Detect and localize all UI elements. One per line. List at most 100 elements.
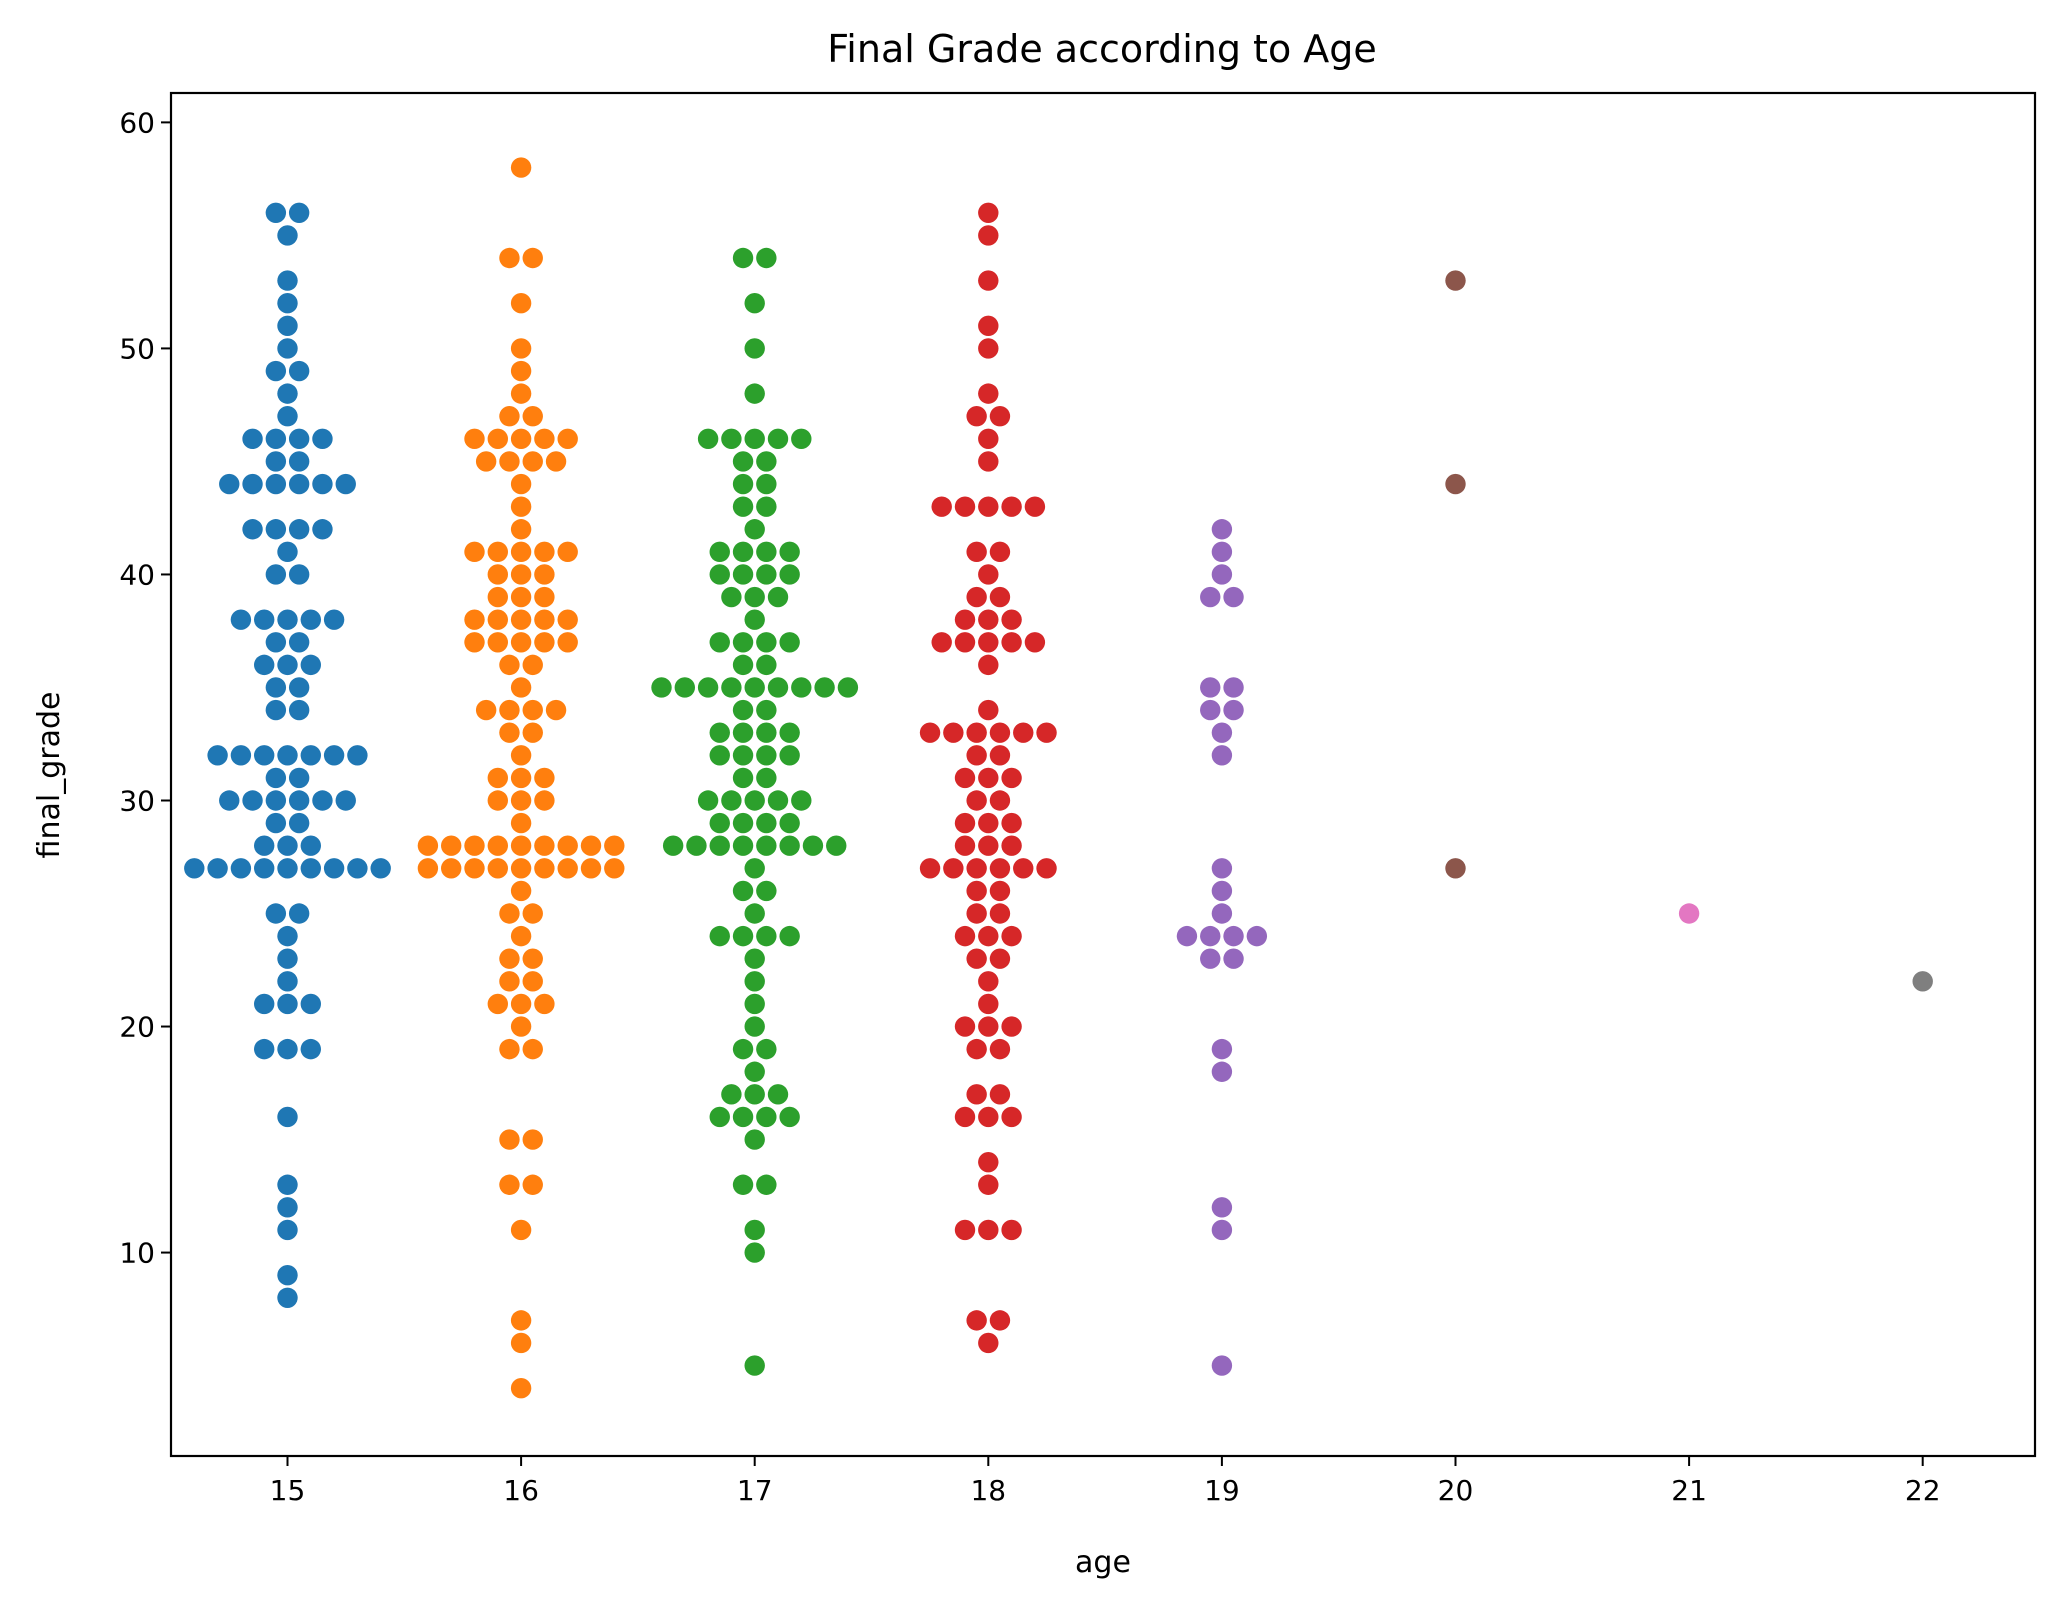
data-point xyxy=(545,699,567,721)
data-point xyxy=(475,451,497,472)
data-point xyxy=(978,1106,999,1128)
x-tick-label: 20 xyxy=(1438,1474,1474,1507)
data-point xyxy=(709,722,730,743)
data-point xyxy=(989,541,1011,563)
data-point xyxy=(499,903,520,924)
data-point xyxy=(277,383,298,404)
data-point xyxy=(767,428,789,450)
data-point xyxy=(277,858,298,879)
data-point xyxy=(989,1310,1011,1331)
data-point xyxy=(989,586,1011,608)
data-point xyxy=(966,858,987,879)
data-point xyxy=(300,1038,321,1060)
data-point xyxy=(779,925,800,947)
data-point xyxy=(978,971,999,992)
data-point xyxy=(756,722,777,743)
x-tick-label: 19 xyxy=(1204,1474,1240,1507)
data-point xyxy=(557,609,578,630)
data-point xyxy=(709,835,730,856)
data-point xyxy=(254,609,275,630)
data-point xyxy=(1211,880,1233,902)
data-point xyxy=(978,812,999,834)
data-point xyxy=(756,247,777,269)
data-point xyxy=(464,541,485,563)
data-point xyxy=(288,632,310,653)
data-point xyxy=(534,632,555,653)
data-point xyxy=(417,858,439,879)
data-point xyxy=(744,1242,765,1263)
data-point xyxy=(826,835,847,856)
data-point xyxy=(499,948,520,969)
data-point xyxy=(312,473,333,495)
data-point xyxy=(954,609,976,630)
data-point xyxy=(732,925,754,947)
data-point xyxy=(580,858,602,879)
data-point xyxy=(265,360,287,382)
data-point xyxy=(499,654,520,676)
data-point xyxy=(510,473,532,495)
data-point xyxy=(756,1106,777,1128)
data-point xyxy=(277,1038,298,1060)
data-point xyxy=(756,541,777,563)
data-point xyxy=(697,790,719,811)
data-point xyxy=(265,473,287,495)
data-point xyxy=(522,903,543,924)
data-point xyxy=(779,541,800,563)
data-point xyxy=(499,699,520,721)
data-point xyxy=(184,858,205,879)
data-point xyxy=(288,812,310,834)
data-point xyxy=(978,225,999,246)
data-point xyxy=(1024,632,1046,653)
data-point xyxy=(557,835,578,856)
data-point xyxy=(744,1355,765,1376)
data-point xyxy=(265,451,287,472)
data-point xyxy=(721,428,742,450)
data-point xyxy=(464,835,485,856)
data-point xyxy=(580,835,602,856)
data-point xyxy=(709,745,730,766)
data-point xyxy=(756,880,777,902)
data-point xyxy=(557,632,578,653)
data-point xyxy=(1001,632,1022,653)
data-point xyxy=(242,428,263,450)
data-point xyxy=(954,812,976,834)
data-point xyxy=(254,993,275,1015)
data-point xyxy=(1001,835,1022,856)
data-point xyxy=(756,451,777,472)
data-point xyxy=(802,835,824,856)
data-point xyxy=(534,767,555,789)
data-point xyxy=(499,1174,520,1195)
data-point xyxy=(709,812,730,834)
data-point xyxy=(966,1084,987,1105)
data-point xyxy=(966,406,987,427)
data-point xyxy=(265,677,287,698)
data-point xyxy=(254,858,275,879)
data-point xyxy=(300,745,321,766)
data-point xyxy=(978,1332,999,1354)
data-point xyxy=(534,541,555,563)
data-point xyxy=(254,1038,275,1060)
data-point xyxy=(277,1264,298,1286)
data-point xyxy=(300,835,321,856)
data-point xyxy=(464,632,485,653)
data-point xyxy=(499,247,520,269)
data-point xyxy=(978,315,999,337)
data-point xyxy=(767,1084,789,1105)
data-point xyxy=(510,1219,532,1241)
x-tick-label: 17 xyxy=(737,1474,773,1507)
data-point xyxy=(686,835,707,856)
data-point xyxy=(732,722,754,743)
data-point xyxy=(697,428,719,450)
data-point xyxy=(1001,1106,1022,1128)
data-point xyxy=(989,722,1011,743)
data-point xyxy=(989,406,1011,427)
data-point xyxy=(791,677,812,698)
data-point xyxy=(744,1061,765,1082)
data-point xyxy=(254,745,275,766)
data-point xyxy=(510,1332,532,1354)
data-point xyxy=(288,519,310,540)
data-point xyxy=(1200,677,1221,698)
data-point xyxy=(335,790,356,811)
data-point xyxy=(265,519,287,540)
data-point xyxy=(732,564,754,585)
